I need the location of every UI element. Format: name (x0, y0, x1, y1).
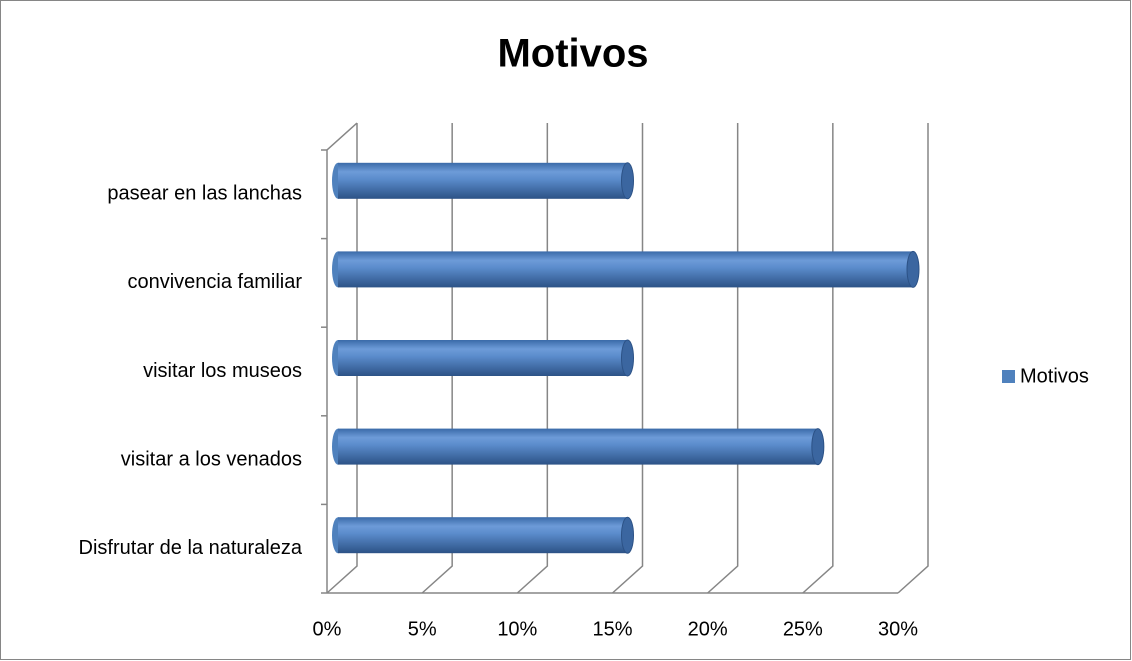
bar-cap (621, 516, 634, 554)
bar (332, 428, 825, 466)
bar-cap (811, 428, 825, 466)
x-tick-label: 20% (688, 618, 728, 640)
y-tick-label: pasear en las lanchas (107, 183, 302, 205)
legend-swatch (1002, 370, 1015, 383)
bar (332, 339, 634, 377)
x-tick-label: 30% (878, 618, 918, 640)
bar-cap (906, 250, 920, 288)
bar-cap (621, 339, 634, 377)
y-tick-label: visitar los museos (143, 360, 302, 382)
bar-body (338, 162, 628, 199)
grid-line (897, 123, 929, 594)
bar-body (338, 428, 818, 465)
y-tick-label: visitar a los venados (121, 448, 302, 470)
x-tick-label: 5% (408, 618, 437, 640)
x-tick-label: 15% (592, 618, 632, 640)
bar (332, 162, 634, 200)
bar-cap (621, 162, 634, 200)
x-tick-label: 25% (783, 618, 823, 640)
y-tick-label: Disfrutar de la naturaleza (79, 537, 303, 559)
bar (332, 250, 920, 288)
y-tick-label: convivencia familiar (127, 271, 302, 293)
bar-body (338, 517, 628, 554)
bar (332, 516, 634, 554)
x-tick-label: 0% (313, 618, 342, 640)
legend-label: Motivos (1020, 365, 1089, 387)
x-tick-label: 10% (497, 618, 537, 640)
chart-title: Motivos (497, 32, 648, 76)
bar-body (338, 340, 628, 376)
bar-body (338, 251, 913, 288)
